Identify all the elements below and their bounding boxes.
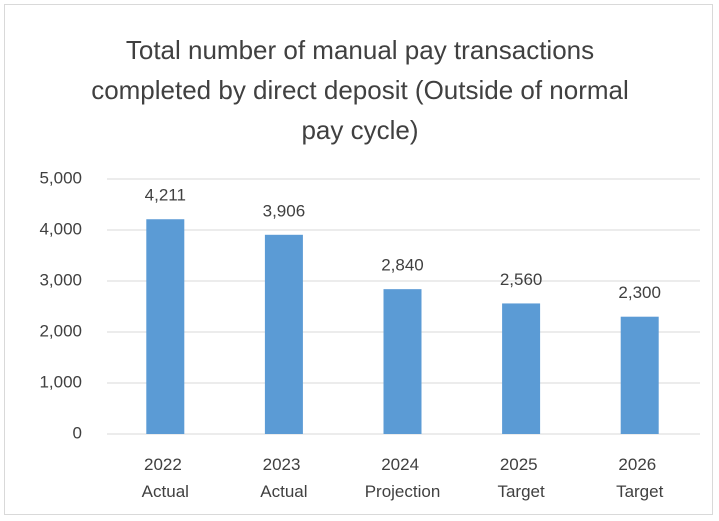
data-label: 3,906 [263, 201, 306, 220]
bar [146, 219, 185, 434]
y-tick-label: 0 [73, 423, 82, 442]
x-tick-label: 2025 Target [497, 455, 545, 501]
bar [264, 234, 303, 434]
x-tick-label: 2026 Target [616, 455, 664, 501]
x-tick-label: 2023 Actual [260, 455, 307, 501]
bar [502, 303, 541, 434]
data-label: 2,840 [381, 256, 424, 275]
data-label: 2,300 [618, 283, 661, 302]
y-tick-label: 4,000 [39, 219, 82, 238]
data-label: 2,560 [500, 270, 543, 289]
bar [383, 289, 422, 434]
x-tick-label: 2024 Projection [365, 455, 441, 501]
x-tick-label: 2022 Actual [142, 455, 189, 501]
y-tick-label: 2,000 [39, 321, 82, 340]
chart-frame [4, 4, 713, 515]
y-tick-label: 5,000 [39, 168, 82, 187]
y-tick-label: 1,000 [39, 372, 82, 391]
chart-title: Total number of manual pay transactions … [91, 35, 629, 145]
y-tick-label: 3,000 [39, 270, 82, 289]
bar [620, 316, 659, 434]
data-label: 4,211 [145, 186, 186, 205]
